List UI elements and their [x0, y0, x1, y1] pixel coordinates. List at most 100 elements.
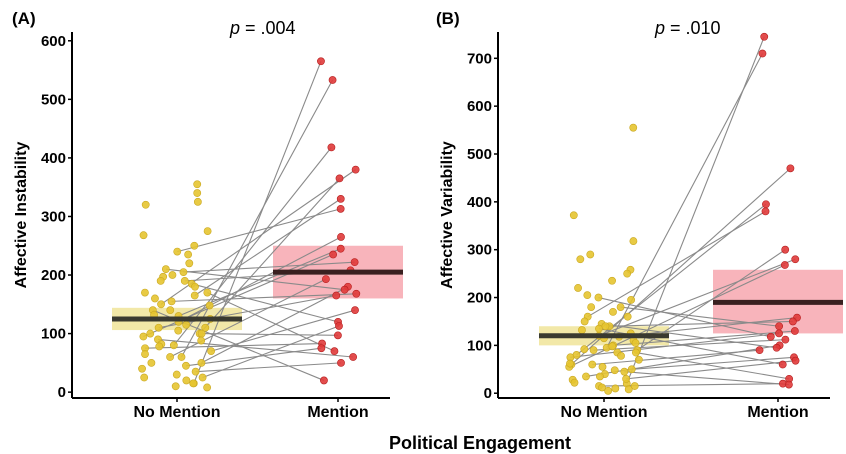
mention-point: [334, 331, 342, 340]
mention-point: [328, 76, 337, 84]
paired-line: [195, 362, 342, 373]
y-tick-label: 500: [41, 91, 66, 108]
no-mention-point: [201, 323, 210, 332]
mention-point: [327, 143, 336, 152]
paired-line: [199, 178, 340, 334]
no-mention-point: [171, 382, 180, 391]
no-mention-point: [570, 378, 579, 387]
no-mention-point: [156, 276, 165, 285]
mention-point: [340, 285, 349, 294]
paired-line: [191, 283, 339, 323]
no-mention-point: [139, 231, 148, 240]
x-tick-label: Mention: [747, 404, 808, 421]
no-mention-point: [207, 347, 216, 356]
no-mention-point: [177, 353, 186, 361]
mention-point: [320, 376, 328, 385]
mention-point: [351, 306, 359, 315]
no-mention-point: [627, 365, 636, 374]
no-mention-point: [601, 322, 610, 331]
no-mention-point: [185, 259, 194, 268]
paired-line: [201, 333, 338, 336]
no-mention-point: [166, 353, 174, 361]
p-value-label: p = .010: [654, 18, 721, 38]
no-mention-point: [587, 303, 596, 311]
y-tick-label: 100: [467, 337, 492, 354]
no-mention-point: [595, 324, 603, 333]
no-mention-point: [582, 372, 590, 381]
no-mention-point: [155, 342, 164, 351]
y-tick-label: 600: [467, 98, 492, 115]
mention-point: [335, 322, 343, 330]
paired-line: [181, 79, 334, 358]
no-mention-point: [154, 323, 163, 332]
mention-point: [755, 346, 764, 355]
no-mention-point: [631, 339, 640, 347]
no-mention-point: [594, 293, 603, 302]
no-mention-point: [157, 300, 165, 309]
no-mention-point: [609, 307, 617, 316]
mention-point: [790, 327, 799, 335]
mention-point: [760, 32, 769, 41]
no-mention-point: [578, 326, 586, 334]
paired-line: [593, 339, 786, 351]
no-mention-point: [141, 200, 150, 209]
no-mention-point: [182, 320, 191, 329]
mention-point: [337, 358, 345, 367]
no-mention-point: [588, 360, 597, 369]
mention-point: [330, 347, 339, 356]
no-mention-point: [174, 326, 183, 335]
no-mention-point: [182, 361, 190, 370]
no-mention-point: [629, 123, 638, 132]
mention-point: [322, 275, 330, 284]
no-mention-point: [616, 303, 625, 311]
mention-point: [766, 332, 775, 341]
mention-point: [775, 329, 783, 338]
no-mention-point: [583, 291, 592, 300]
paired-line: [635, 352, 790, 380]
mention-point: [352, 289, 361, 298]
no-mention-point: [627, 296, 636, 304]
paired-line: [598, 296, 771, 338]
y-tick-label: 600: [41, 33, 66, 50]
no-mention-point: [172, 370, 181, 379]
no-mention-point: [203, 227, 212, 236]
mention-point: [781, 335, 790, 344]
mention-point: [762, 200, 770, 209]
x-tick-label: No Mention: [133, 404, 220, 421]
no-mention-point: [189, 379, 198, 388]
y-tick-label: 0: [58, 384, 66, 401]
paired-line: [601, 323, 777, 349]
no-mention-point: [576, 255, 585, 264]
paired-line: [177, 208, 341, 253]
no-mention-point: [203, 288, 212, 297]
no-mention-point: [180, 276, 189, 285]
paired-line: [178, 248, 341, 317]
x-tick-label: Mention: [307, 404, 368, 421]
no-mention-point: [146, 329, 155, 338]
no-mention-point: [634, 355, 643, 364]
p-value: = .010: [670, 18, 721, 38]
no-mention-point: [569, 211, 578, 220]
mention-point: [336, 244, 345, 253]
no-mention-point: [193, 180, 202, 189]
paired-line: [169, 278, 327, 358]
mention-point: [775, 322, 784, 331]
mention-point: [778, 360, 787, 369]
no-mention-point: [168, 271, 177, 279]
y-tick-label: 0: [484, 385, 492, 402]
no-mention-point: [169, 341, 178, 350]
no-mention-point: [205, 301, 214, 310]
no-mention-point: [608, 276, 616, 285]
no-mention-point: [566, 359, 574, 368]
mention-point: [337, 233, 345, 241]
p-symbol: p: [229, 18, 240, 38]
y-tick-label: 700: [467, 50, 492, 67]
no-mention-point: [620, 367, 629, 376]
mention-point: [332, 291, 341, 300]
mention-point: [758, 49, 767, 58]
mention-point: [335, 174, 344, 183]
panel-label: (A): [12, 9, 36, 28]
mention-point: [791, 255, 800, 264]
paired-line: [592, 349, 760, 366]
no-mention-point: [140, 373, 149, 382]
